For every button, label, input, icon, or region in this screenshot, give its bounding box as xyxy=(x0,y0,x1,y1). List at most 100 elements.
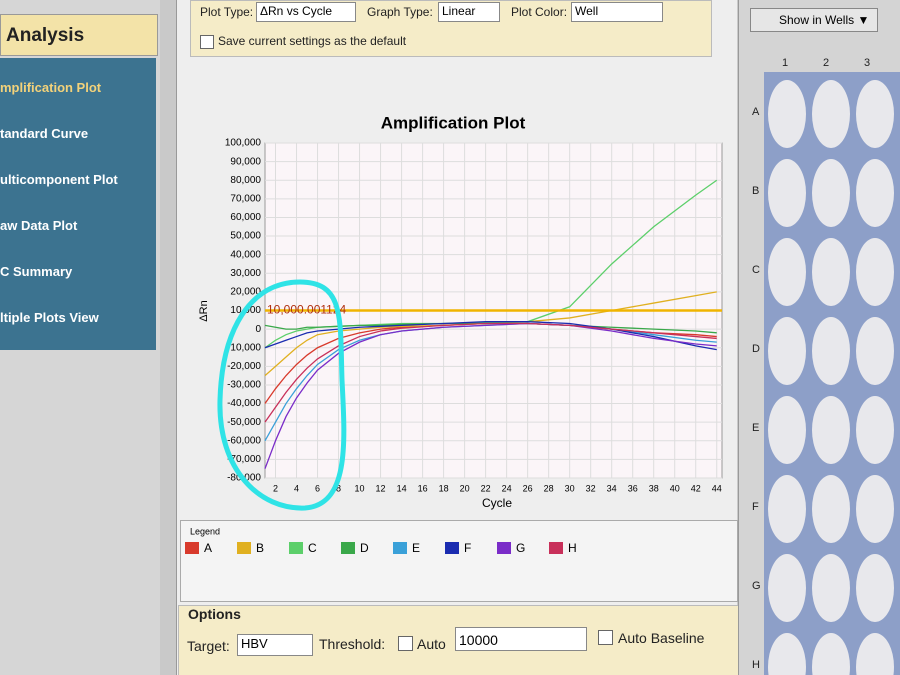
chart-title: Amplification Plot xyxy=(381,113,526,132)
y-tick-label: -30,000 xyxy=(227,380,261,391)
x-tick-label: 2 xyxy=(273,483,278,493)
sidebar-item[interactable]: mplification Plot xyxy=(0,80,102,95)
legend-swatch xyxy=(445,542,459,554)
plate-row-label: B xyxy=(752,185,760,197)
checkbox[interactable] xyxy=(398,636,413,651)
dropdown[interactable]: HBV xyxy=(237,634,313,656)
y-tick-label: 50,000 xyxy=(230,231,261,242)
dropdown[interactable]: ΔRn vs Cycle xyxy=(256,2,356,22)
well[interactable] xyxy=(856,396,894,464)
plate-row-label: D xyxy=(752,343,760,355)
legend-swatch xyxy=(549,542,563,554)
well[interactable] xyxy=(856,238,894,306)
y-tick-label: 40,000 xyxy=(230,249,261,260)
threshold-label: 10,000.001124 xyxy=(267,303,347,317)
y-tick-label: 80,000 xyxy=(230,175,261,186)
well[interactable] xyxy=(856,159,894,227)
x-tick-label: 36 xyxy=(628,483,638,493)
plate-row-label: G xyxy=(752,580,761,592)
x-axis-label: Cycle xyxy=(482,496,512,510)
legend-title: Legend xyxy=(190,526,220,536)
x-tick-label: 26 xyxy=(523,483,533,493)
dropdown[interactable]: Well xyxy=(571,2,663,22)
label: Plot Color: xyxy=(511,5,568,19)
well[interactable] xyxy=(812,238,850,306)
well[interactable] xyxy=(856,475,894,543)
well[interactable] xyxy=(812,159,850,227)
well[interactable] xyxy=(812,554,850,622)
well[interactable] xyxy=(856,554,894,622)
well[interactable] xyxy=(812,80,850,148)
checkbox[interactable] xyxy=(200,35,214,49)
well[interactable] xyxy=(768,317,806,385)
options-title: Options xyxy=(188,606,241,622)
show-in-wells-button[interactable]: Show in Wells ▼ xyxy=(750,8,878,32)
sidebar-item[interactable]: C Summary xyxy=(0,264,73,279)
checkbox-label: Save current settings as the default xyxy=(218,34,407,48)
sidebar-menu xyxy=(0,58,156,350)
sidebar-item[interactable]: tandard Curve xyxy=(0,126,89,141)
y-tick-label: 100,000 xyxy=(225,138,262,149)
legend-swatch xyxy=(289,542,303,554)
sidebar-item[interactable]: ltiple Plots View xyxy=(0,310,99,325)
legend-swatch xyxy=(185,542,199,554)
x-tick-label: 22 xyxy=(481,483,491,493)
x-tick-label: 12 xyxy=(376,483,386,493)
y-tick-label: -10,000 xyxy=(227,342,261,353)
x-tick-label: 38 xyxy=(649,483,659,493)
well[interactable] xyxy=(812,317,850,385)
plate-row-label: H xyxy=(752,659,760,671)
legend-label: D xyxy=(360,541,369,555)
checkbox[interactable] xyxy=(598,630,613,645)
well[interactable] xyxy=(768,554,806,622)
well[interactable] xyxy=(768,80,806,148)
x-tick-label: 14 xyxy=(397,483,407,493)
well[interactable] xyxy=(856,317,894,385)
legend-label: C xyxy=(308,541,317,555)
x-tick-label: 6 xyxy=(315,483,320,493)
plate-column-label: 2 xyxy=(823,57,830,69)
label: Auto Baseline xyxy=(618,630,705,646)
label: Plot Type: xyxy=(200,5,254,19)
legend-label: H xyxy=(568,541,577,555)
well[interactable] xyxy=(812,475,850,543)
sidebar-item[interactable]: ulticomponent Plot xyxy=(0,172,118,187)
plate-column-label: 1 xyxy=(782,57,789,69)
x-tick-label: 4 xyxy=(294,483,299,493)
well[interactable] xyxy=(768,238,806,306)
x-tick-label: 20 xyxy=(460,483,470,493)
well[interactable] xyxy=(768,475,806,543)
legend-label: A xyxy=(204,541,212,555)
well[interactable] xyxy=(812,396,850,464)
sidebar-item[interactable]: aw Data Plot xyxy=(0,218,78,233)
y-tick-label: -40,000 xyxy=(227,398,261,409)
x-tick-label: 10 xyxy=(355,483,365,493)
x-tick-label: 34 xyxy=(607,483,617,493)
label: Target: xyxy=(187,638,230,654)
y-tick-label: -70,000 xyxy=(227,454,261,465)
dropdown[interactable]: Linear xyxy=(438,2,500,22)
well[interactable] xyxy=(768,159,806,227)
y-tick-label: 90,000 xyxy=(230,156,261,167)
plate-row-label: C xyxy=(752,264,760,276)
y-tick-label: 0 xyxy=(255,324,261,335)
legend-label: E xyxy=(412,541,420,555)
well[interactable] xyxy=(856,80,894,148)
legend-swatch xyxy=(497,542,511,554)
sidebar-title: Analysis xyxy=(0,14,158,56)
legend-label: F xyxy=(464,541,471,555)
x-tick-label: 18 xyxy=(439,483,449,493)
x-tick-label: 30 xyxy=(565,483,575,493)
x-tick-label: 32 xyxy=(586,483,596,493)
threshold-input[interactable]: 10000 xyxy=(455,627,587,651)
legend-swatch xyxy=(393,542,407,554)
well[interactable] xyxy=(768,396,806,464)
x-tick-label: 24 xyxy=(502,483,512,493)
x-tick-label: 40 xyxy=(670,483,680,493)
plate-column-label: 3 xyxy=(864,57,871,69)
y-tick-label: -50,000 xyxy=(227,417,261,428)
y-tick-label: 10,000 xyxy=(230,305,261,316)
label: Auto xyxy=(417,636,446,652)
